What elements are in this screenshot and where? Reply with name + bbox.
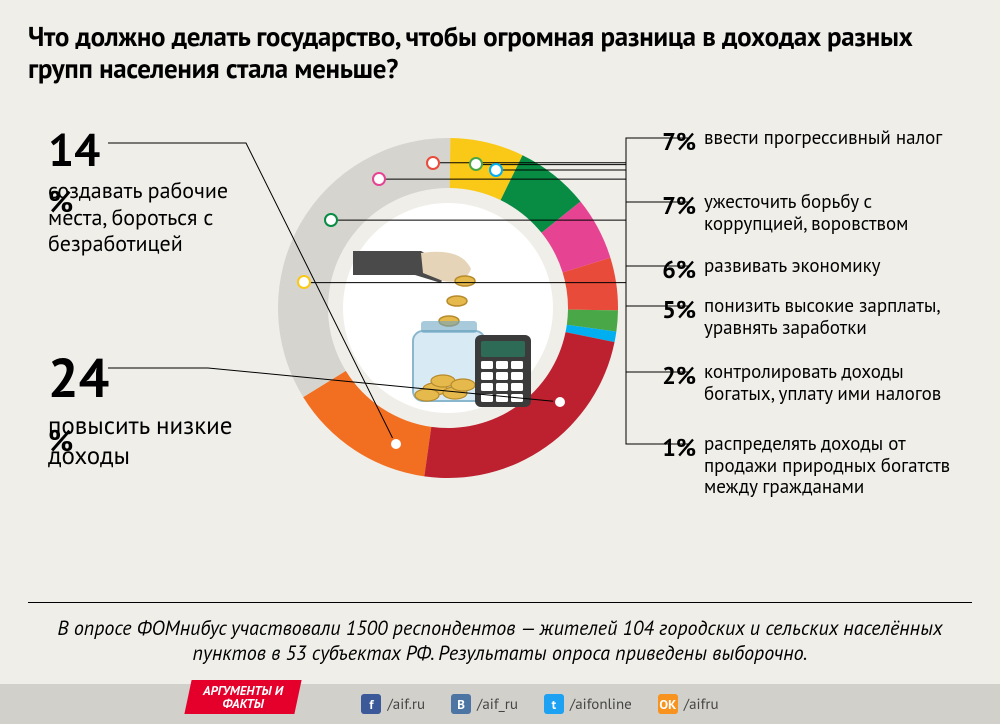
right-percent: 1% [626,432,696,463]
right-percent: 6% [626,254,696,285]
right-row: 6% развивать экономику [626,254,976,285]
social-icon: t [544,694,564,714]
social-handle: /aif_ru [477,695,518,714]
center-svg [343,203,553,413]
right-percent: 5% [626,294,696,325]
right-label: контролировать доходы богатых, уплату им… [704,360,976,406]
right-percent: 7% [626,190,696,221]
right-label: понизить высокие зарплаты, уравнять зара… [704,294,976,340]
right-percent: 2% [626,360,696,391]
social-icon: OK [658,694,678,714]
social-icon: f [361,694,381,714]
center-illustration [343,203,553,413]
brand-logo-text: АРГУМЕНТЫ И ФАКТЫ [188,684,298,710]
page-title: Что должно делать государство, чтобы огр… [28,22,972,86]
social-handle: /aif.ru [387,695,425,714]
social-item[interactable]: B/aif_ru [451,694,518,714]
right-label: ввести прогрессивный налог [704,126,942,150]
social-item[interactable]: t/aifonline [544,694,632,714]
left-label: повысить низкие доходы [48,410,248,471]
divider-rule [28,602,972,603]
brand-strip: АРГУМЕНТЫ И ФАКТЫ f/aif.ru B/aif_ru t/aifo… [0,684,1000,724]
social-icon: B [451,694,471,714]
right-label: развивать экономику [704,254,881,278]
right-row: 5% понизить высокие зарплаты, уравнять за… [626,294,976,340]
infographic-page: Что должно делать государство, чтобы огр… [0,0,1000,724]
social-row: f/aif.ru B/aif_ru t/aifonline OK/aifru [361,694,718,714]
right-row: 7% ужесточить борьбу с коррупцией, воровс… [626,190,976,236]
chart-area: 14 %создавать рабочие места, бороться с … [28,98,972,568]
right-label: ужесточить борьбу с коррупцией, воровств… [704,190,976,236]
left-label: создавать рабочие места, бороться с безр… [48,178,258,258]
social-handle: /aifonline [570,695,632,714]
social-item[interactable]: f/aif.ru [361,694,425,714]
footnote: В опросе ФОМнибус участвовали 1500 респо… [50,616,950,666]
right-percent: 7% [626,126,696,157]
donut-wrap [278,138,618,478]
brand-logo: АРГУМЕНТЫ И ФАКТЫ [184,680,301,714]
right-label: распределять доходы от продажи природных… [704,432,976,500]
social-item[interactable]: OK/aifru [658,694,719,714]
right-row: 1% распределять доходы от продажи природн… [626,432,976,500]
social-handle: /aifru [684,695,719,714]
right-row: 7% ввести прогрессивный налог [626,126,976,157]
right-row: 2% контролировать доходы богатых, уплату … [626,360,976,406]
